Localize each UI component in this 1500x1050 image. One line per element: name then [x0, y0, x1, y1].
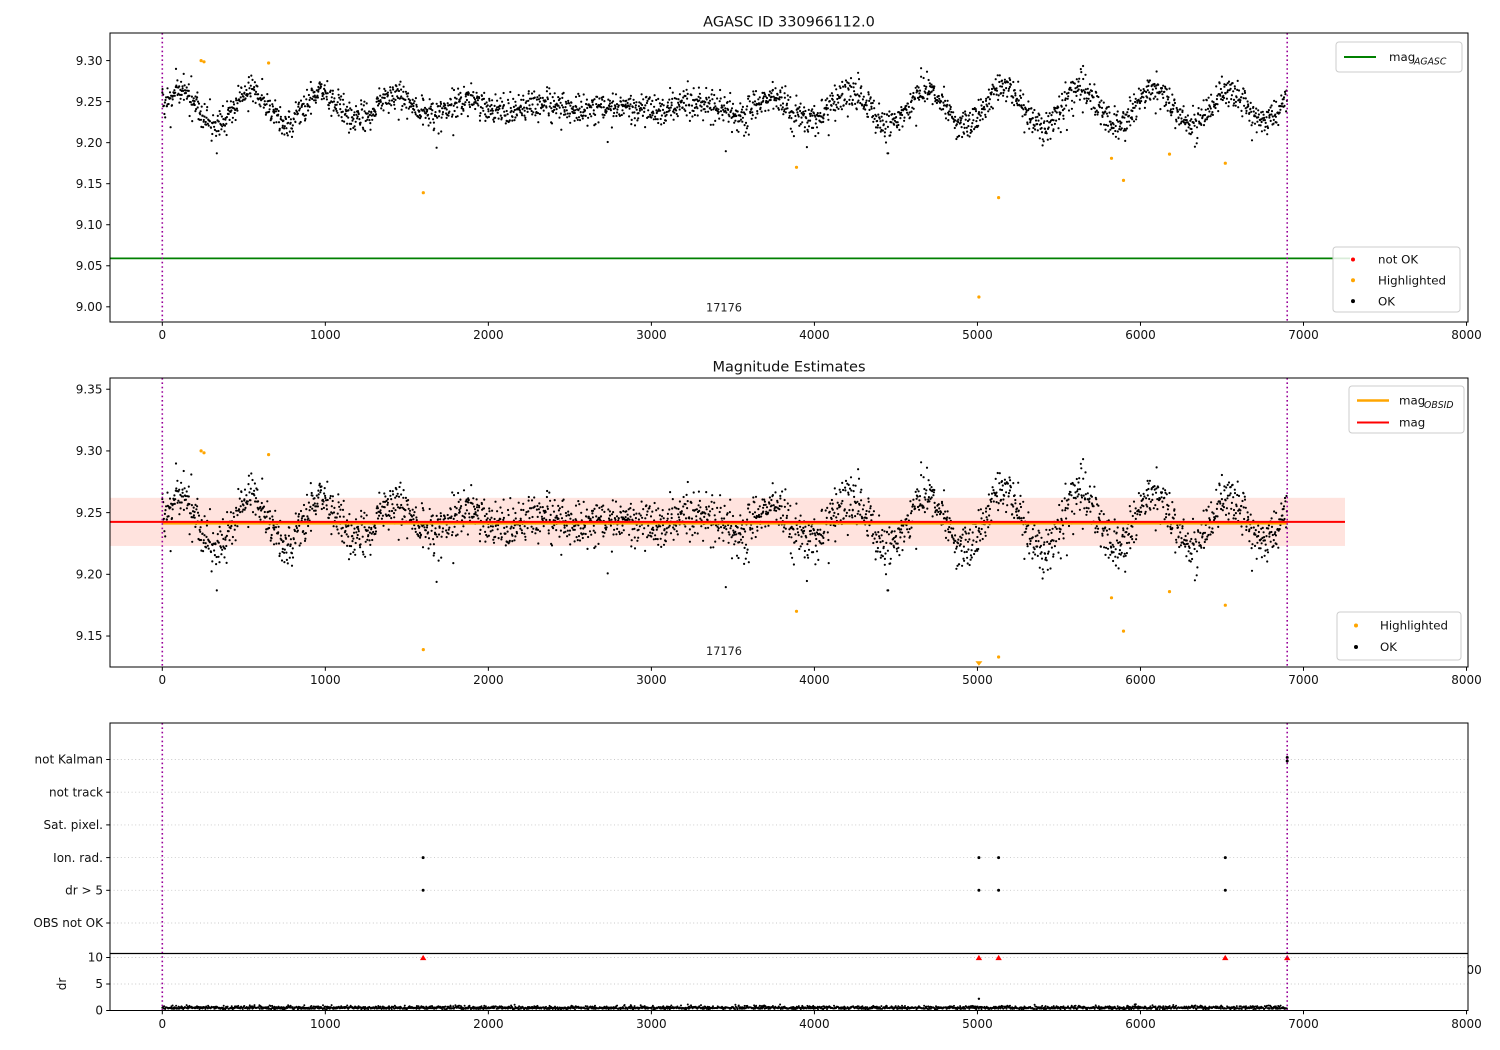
scatter-highlighted [199, 59, 1227, 299]
scatter-highlighted [199, 449, 1227, 659]
legend-marker-highlighted [1351, 278, 1355, 283]
bottom-x-tick-label: 1000 [310, 1017, 341, 1031]
top-panel-generated: 0 1000 2000 3000 4000 5000 6000 7000 8000 9.00 9.0… [76, 32, 1482, 342]
dr-clipped-high-marker [995, 954, 1002, 961]
dr-y-tick-label: 10 [88, 951, 103, 965]
legend-box [1348, 385, 1465, 434]
axes-spine [109, 32, 1469, 323]
legend-marker-highlighted [1354, 623, 1358, 628]
bottom-x-tick-label: 4000 [799, 1017, 830, 1031]
bottom-x-tick-label: 8000 [1451, 1017, 1482, 1031]
scatter-ok [161, 64, 1289, 155]
bottom-x-tick-label: 7000 [1288, 1017, 1319, 1031]
bottom-x-tick-label: 3000 [636, 1017, 667, 1031]
middle-x-tick-label: 2000 [473, 673, 504, 687]
top-x-tick-label: 4000 [799, 328, 830, 342]
bottom-x-tick-label: 6000 [1125, 1017, 1156, 1031]
top-y-tick-label: 9.00 [76, 300, 103, 314]
legend-box [1336, 611, 1462, 661]
dr-y-tick-label: 0 [95, 1004, 103, 1018]
top-x-tick-label: 2000 [473, 328, 504, 342]
middle-y-tick-label: 9.15 [76, 629, 103, 643]
top-y-tick-label: 9.30 [76, 54, 103, 68]
flag-row-label-not-kalman: not Kalman [35, 753, 103, 767]
legend-marker-ok [1354, 645, 1358, 649]
dr-axes-background [110, 953, 1468, 1011]
top-x-tick-label: 8000 [1451, 328, 1482, 342]
legend-label-mag-agasc-sub: AGASC [1413, 57, 1447, 68]
flag-event-dots [421, 756, 1289, 892]
middle-x-tick-label: 6000 [1125, 673, 1156, 687]
middle-x-tick-label: 4000 [799, 673, 830, 687]
bottom-panel-generated: 0100020003000400050006000700080000510010… [88, 722, 1482, 1031]
flag-row-label-obs-not-ok: OBS not OK [33, 916, 104, 930]
legend-mag-agasc: mag AGASC [1335, 41, 1463, 73]
legend-mag-lines: mag OBSID mag [1348, 385, 1465, 434]
legend-label-highlighted: Highlighted [1378, 274, 1446, 288]
bottom-x-tick-label: 5000 [962, 1017, 993, 1031]
top-x-tick-label: 3000 [636, 328, 667, 342]
flag-row-label-dr-gt-5: dr > 5 [65, 884, 103, 898]
bottom-x-tick-label: 2000 [473, 1017, 504, 1031]
legend-label-highlighted: Highlighted [1380, 619, 1448, 633]
legend-label-not-ok: not OK [1378, 253, 1418, 267]
legend-label-ok: OK [1378, 294, 1395, 308]
legend-marker-ok [1351, 299, 1355, 304]
dr-y-tick-label: 5 [95, 977, 103, 991]
dr-scatter [161, 1003, 1288, 1011]
top-panel-title: AGASC ID 330966112.0 [703, 15, 875, 31]
middle-y-tick-label: 9.20 [76, 568, 103, 582]
top-x-tick-label: 1000 [310, 328, 341, 342]
legend-top-markers: not OK Highlighted OK [1332, 246, 1461, 313]
flag-row-label-not-track: not track [49, 785, 103, 799]
middle-x-tick-label: 8000 [1451, 673, 1482, 687]
middle-y-tick-label: 9.25 [76, 506, 103, 520]
clipped-low-marker [975, 661, 983, 666]
axes-spine [109, 722, 1469, 954]
middle-x-tick-label: 0 [158, 673, 166, 687]
middle-x-tick-label: 3000 [636, 673, 667, 687]
dr-clipped-high-marker [419, 954, 427, 961]
middle-x-tick-label: 1000 [310, 673, 341, 687]
legend-middle-markers: Highlighted OK [1336, 611, 1462, 661]
dr-clipped-high-marker [1222, 954, 1229, 961]
top-y-tick-label: 9.20 [76, 136, 103, 150]
dr-clipped-high-marker [975, 954, 983, 961]
dr-axis-label: dr [55, 978, 69, 991]
top-x-tick-label: 5000 [962, 328, 993, 342]
top-y-tick-label: 9.25 [76, 95, 103, 109]
legend-label-ok: OK [1380, 640, 1397, 654]
flag-row-label-ion-rad: Ion. rad. [53, 851, 103, 865]
obsid-label-middle: 17176 [706, 645, 742, 658]
axes-spine [109, 377, 1469, 668]
obsid-label-top: 17176 [706, 302, 742, 315]
legend-box [1335, 41, 1463, 73]
middle-x-tick-label: 7000 [1288, 673, 1319, 687]
top-x-tick-label: 6000 [1125, 328, 1156, 342]
middle-panel-title: Magnitude Estimates [712, 360, 865, 376]
top-y-tick-label: 9.15 [76, 177, 103, 191]
legend-label-mag: mag [1399, 416, 1425, 430]
bottom-x-tick-label: 0 [158, 1017, 166, 1031]
middle-panel-generated: 0 1000 2000 3000 4000 5000 6000 7000 8000 9.15 9.2… [76, 377, 1482, 687]
legend-box [1332, 246, 1461, 313]
top-y-tick-label: 9.10 [76, 218, 103, 232]
middle-y-tick-label: 9.30 [76, 444, 103, 458]
axes-spine [109, 953, 1469, 1011]
legend-marker-not-ok [1351, 257, 1355, 262]
legend-label-mag-obsid-sub: OBSID [1424, 400, 1454, 411]
legend-label-mag-agasc: mag [1389, 50, 1415, 64]
top-y-tick-label: 9.05 [76, 259, 103, 273]
middle-x-tick-label: 5000 [962, 673, 993, 687]
top-x-tick-label: 7000 [1288, 328, 1319, 342]
flag-row-label-sat-pixel: Sat. pixel. [43, 818, 103, 832]
top-x-tick-label: 0 [158, 328, 166, 342]
legend-label-mag-obsid: mag [1399, 394, 1425, 408]
middle-y-tick-label: 9.35 [76, 382, 103, 396]
